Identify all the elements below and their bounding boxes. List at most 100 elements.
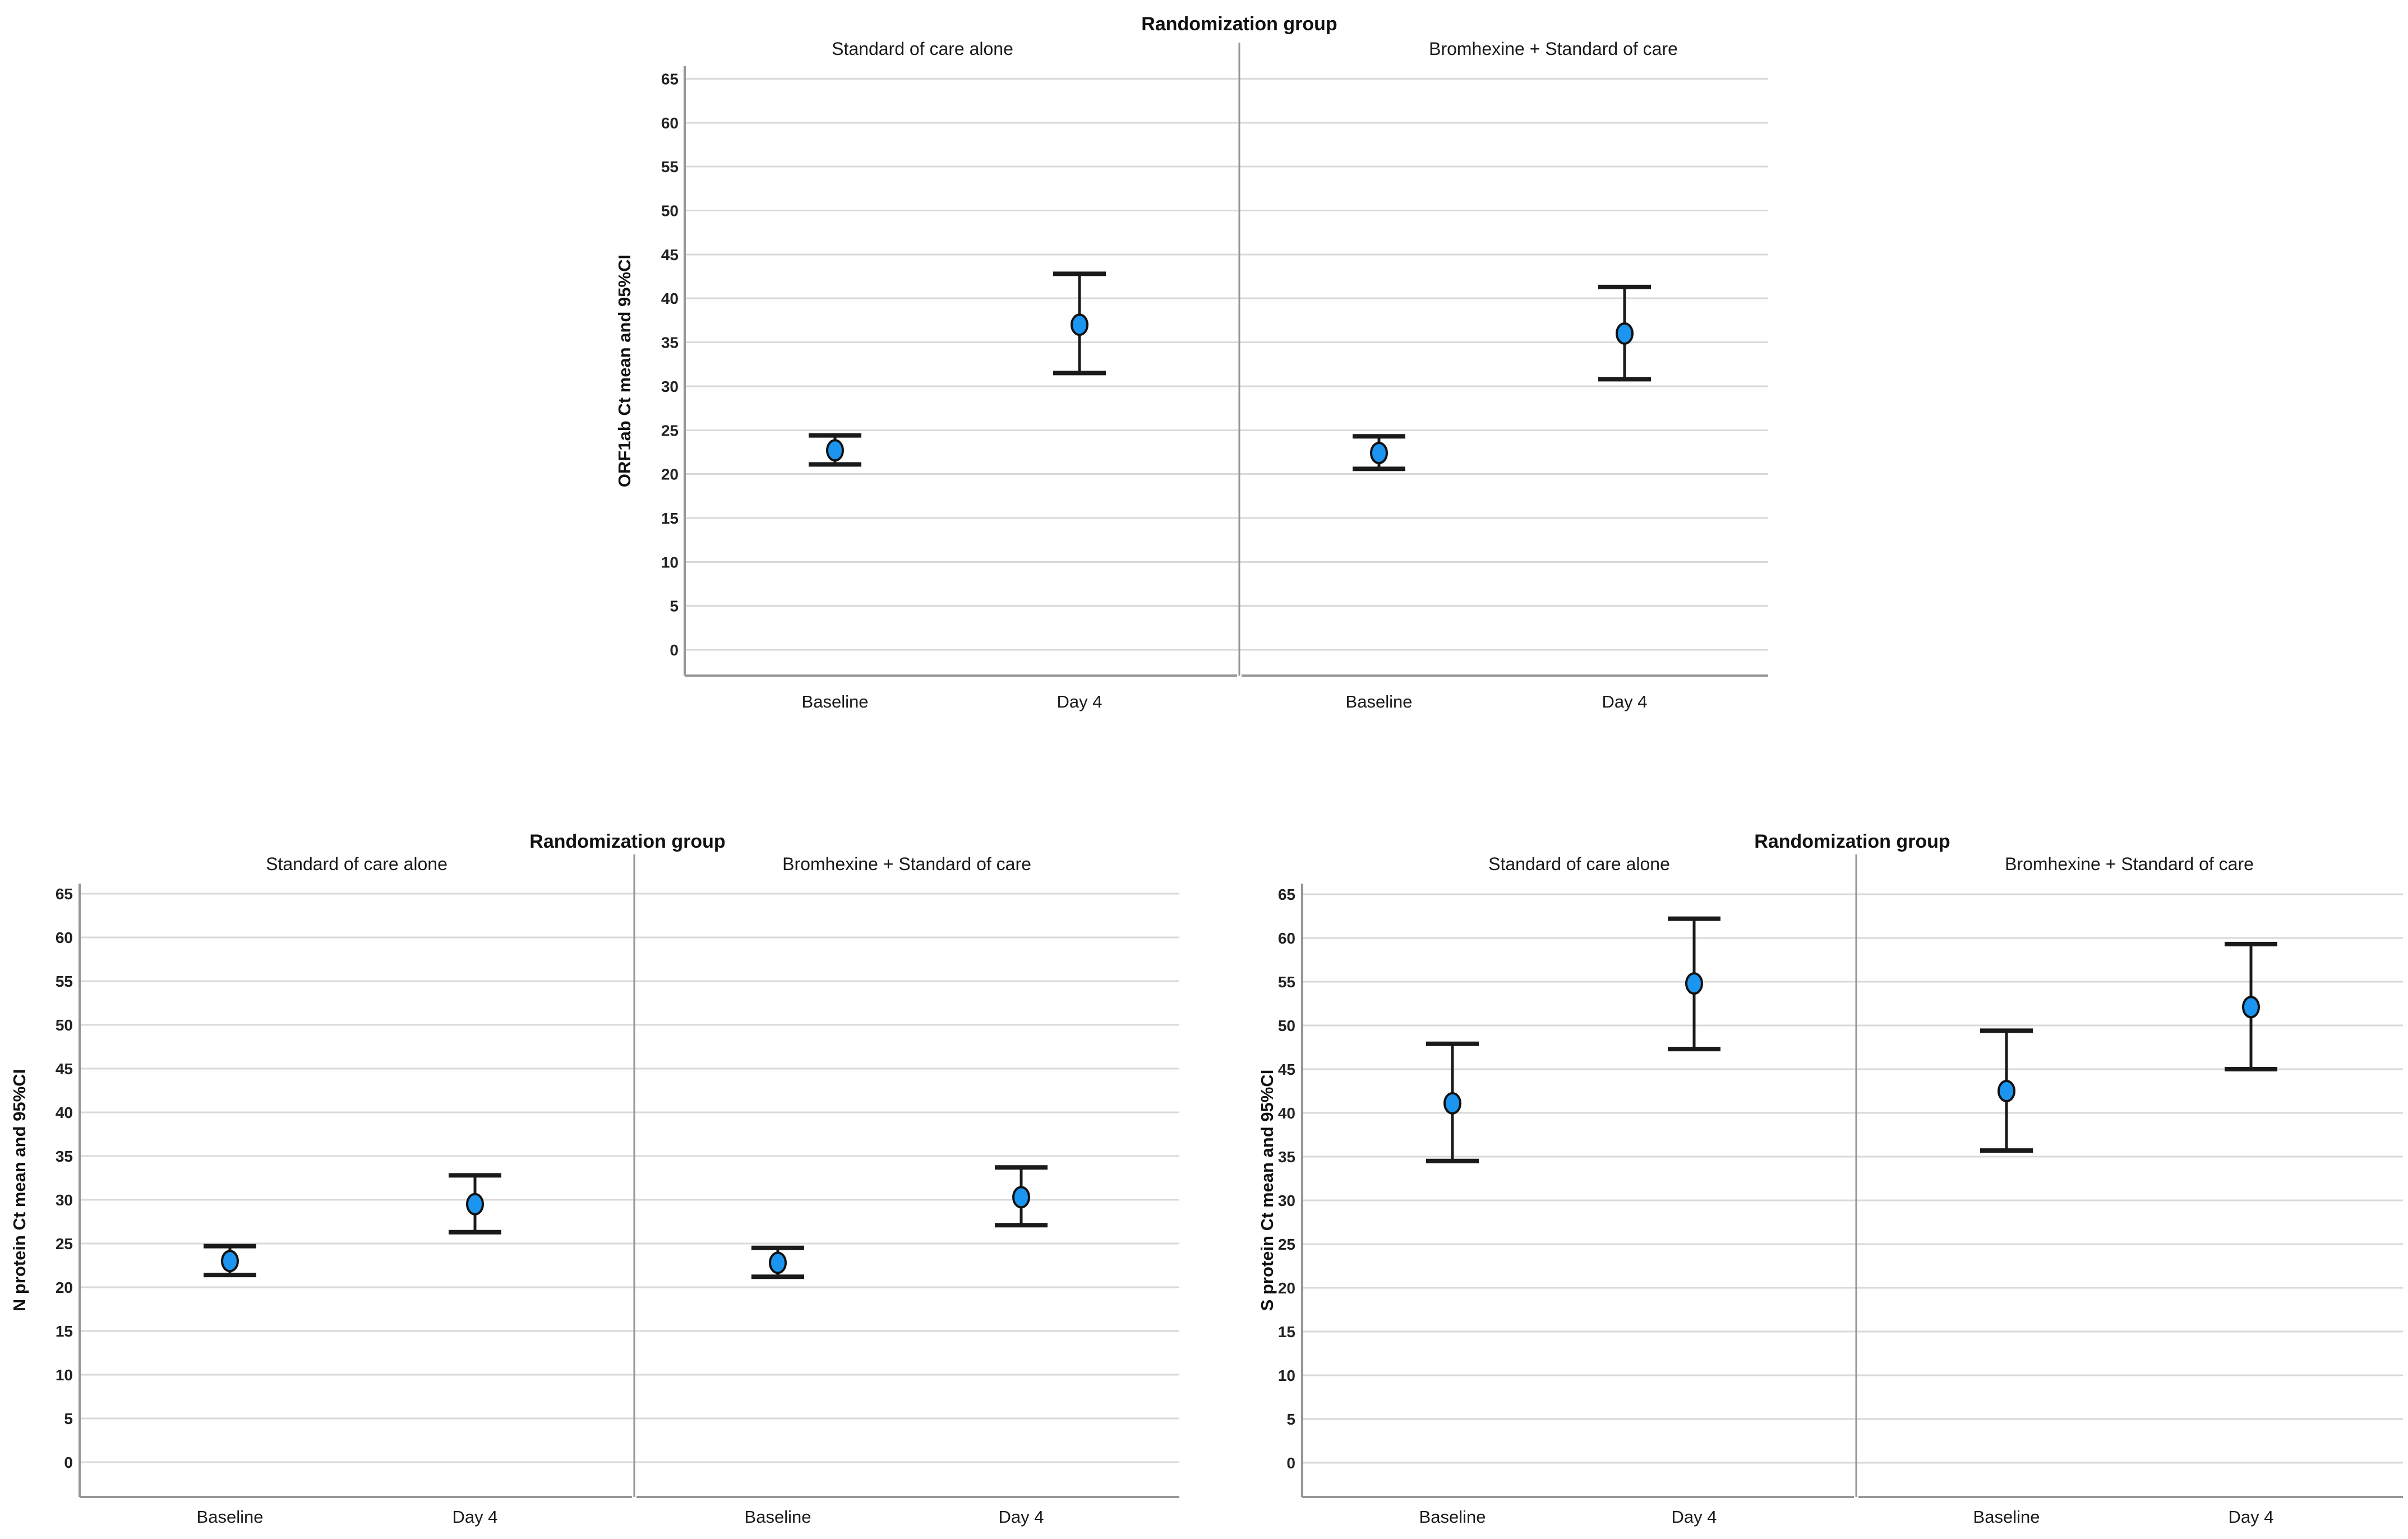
error-bar [1668,916,1720,1052]
x-tick-label: Day 4 [1602,692,1648,711]
y-tick-label: 20 [1278,1279,1295,1297]
chart-orf1ab: Randomization group Standard of care alon… [615,13,1768,711]
y-tick-label: 35 [56,1148,73,1165]
y-axis-label: N protein Ct mean and 95%CI [10,1069,29,1311]
mean-point [1685,972,1703,995]
chart-title: Randomization group [1754,831,1950,852]
y-tick-labels: 0 5 10 15 20 25 30 35 40 45 50 55 60 65 [1278,886,1295,1472]
x-tick-label: Day 4 [2229,1507,2274,1527]
y-tick-label: 55 [1278,973,1295,991]
panel-header: Bromhexine + Standard of care [2005,854,2254,874]
y-tick-label: 30 [1278,1192,1295,1209]
y-tick-label: 65 [56,885,73,903]
panel-header: Standard of care alone [832,39,1013,59]
error-bar [1426,1041,1479,1163]
panel-series [809,271,1106,467]
y-tick-label: 0 [64,1454,73,1471]
panel-series [1353,284,1651,472]
chart-title: Randomization group [529,831,725,852]
y-tick-label: 60 [56,929,73,946]
mean-point [1616,322,1634,345]
panel-header: Bromhexine + Standard of care [782,854,1031,874]
y-tick-label: 25 [1278,1236,1295,1253]
y-tick-label: 50 [661,202,679,220]
y-tick-label: 5 [670,598,679,615]
y-tick-labels: 0 5 10 15 20 25 30 35 40 45 50 55 60 65 [56,885,73,1471]
gridlines [1302,893,2403,1464]
panel-header: Bromhexine + Standard of care [1429,39,1678,59]
panel-series [1426,916,1720,1163]
y-tick-label: 65 [661,70,679,87]
y-tick-label: 60 [661,114,679,132]
y-tick-label: 25 [56,1235,73,1253]
x-tick-label: Baseline [197,1507,264,1527]
chart-s-protein: Randomization group Standard of care alon… [1257,831,2403,1527]
mean-point [1998,1080,2015,1102]
x-tick-label: Baseline [745,1507,811,1527]
y-tick-label: 0 [1286,1454,1295,1472]
y-tick-label: 50 [56,1016,73,1034]
panel-series [204,1173,501,1278]
y-tick-label: 45 [56,1060,73,1078]
y-tick-label: 55 [661,158,679,175]
error-bar [1053,271,1106,376]
mean-point [1443,1092,1461,1115]
y-tick-label: 20 [56,1279,73,1296]
error-bar [204,1244,256,1278]
panel-series [1980,941,2277,1153]
mean-point [221,1250,239,1273]
y-tick-label: 65 [1278,886,1295,903]
error-bar [995,1165,1048,1228]
error-bar [449,1173,501,1235]
y-tick-label: 45 [1278,1061,1295,1078]
y-tick-label: 15 [1278,1323,1295,1341]
y-tick-label: 10 [661,553,679,571]
error-bar [2225,941,2277,1071]
error-bar [1598,284,1651,382]
mean-point [826,439,844,462]
y-tick-label: 35 [661,334,679,352]
panel-series [751,1165,1048,1279]
y-tick-label: 55 [56,973,73,990]
y-tick-label: 25 [661,422,679,439]
mean-point [1012,1186,1030,1209]
y-tick-label: 15 [56,1323,73,1340]
error-bar [809,433,861,467]
panel-header: Standard of care alone [1488,854,1670,874]
y-tick-labels: 0 5 10 15 20 25 30 35 40 45 50 55 60 65 [661,70,679,659]
y-tick-label: 10 [1278,1367,1295,1384]
y-tick-label: 35 [1278,1148,1295,1166]
y-tick-label: 30 [56,1191,73,1209]
y-tick-label: 0 [670,641,679,659]
x-tick-label: Baseline [1419,1507,1486,1527]
gridlines [685,77,1768,651]
y-tick-label: 10 [56,1366,73,1384]
y-tick-label: 60 [1278,930,1295,947]
y-tick-label: 45 [661,246,679,264]
y-tick-label: 40 [56,1104,73,1121]
chart-n-protein: Randomization group Standard of care alon… [10,831,1179,1527]
y-tick-label: 50 [1278,1017,1295,1034]
error-bar [1353,434,1405,472]
panel-header: Standard of care alone [266,854,448,874]
chart-title: Randomization group [1141,13,1337,35]
gridlines [80,893,1179,1463]
y-tick-label: 40 [661,290,679,307]
y-tick-label: 30 [661,378,679,395]
x-tick-label: Day 4 [453,1507,498,1527]
mean-point [1071,313,1088,336]
x-tick-label: Day 4 [1057,692,1102,711]
x-tick-label: Baseline [1346,692,1413,711]
x-tick-label: Baseline [802,692,869,711]
y-tick-label: 15 [661,510,679,527]
mean-point [1370,441,1388,464]
y-axis-label: ORF1ab Ct mean and 95%CI [615,255,634,487]
error-bar [751,1245,804,1279]
y-tick-label: 5 [64,1410,73,1427]
y-tick-label: 5 [1286,1411,1295,1428]
mean-point [466,1193,484,1216]
y-tick-label: 40 [1278,1104,1295,1122]
x-tick-label: Baseline [1973,1507,2040,1527]
